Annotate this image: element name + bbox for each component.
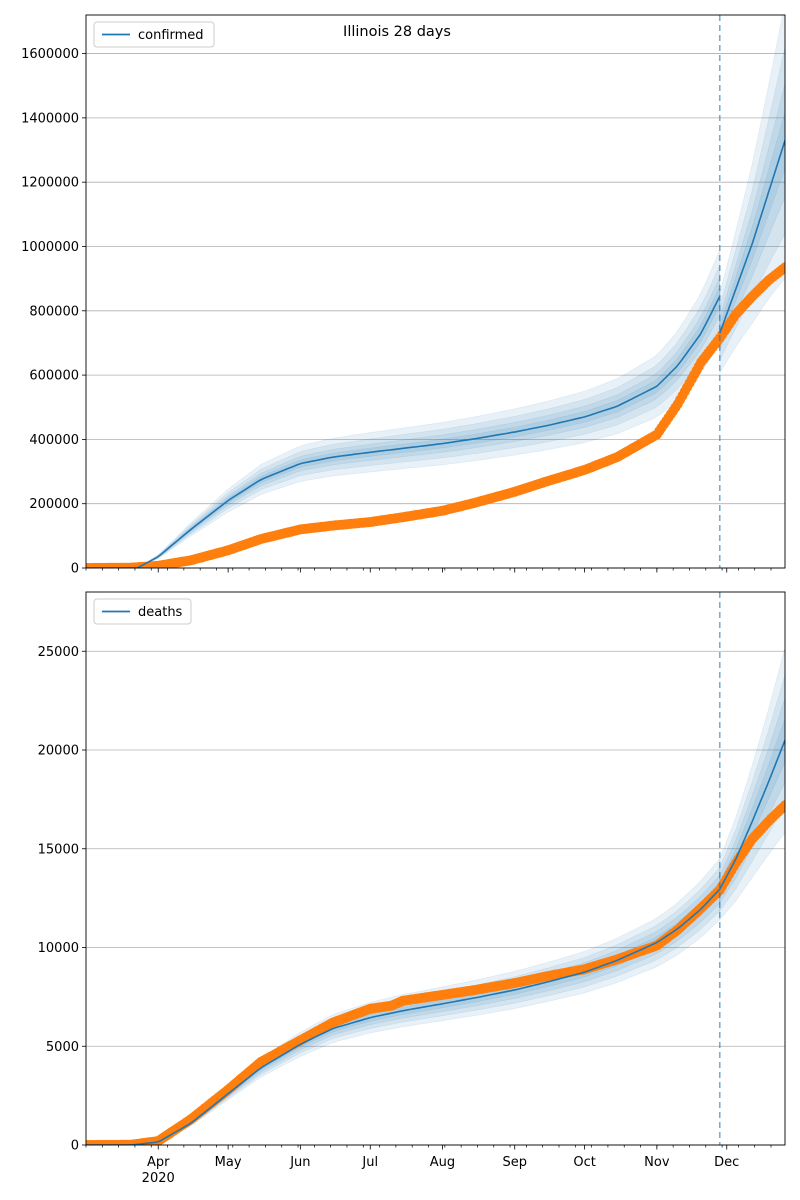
legend-label: deaths	[138, 605, 183, 620]
legend: confirmed	[93, 21, 215, 48]
x-tick-label: Sep	[502, 1155, 527, 1170]
model-fit-line	[136, 295, 721, 568]
x-tick-label: Oct	[573, 1155, 595, 1170]
y-tick-label: 600000	[29, 369, 79, 384]
y-tick-label: 5000	[46, 1040, 79, 1055]
forecast-uncertainty-band	[719, 647, 785, 921]
y-tick-label: 10000	[38, 941, 79, 956]
x-tick-label: Nov	[644, 1155, 670, 1170]
y-tick-label: 1400000	[21, 111, 79, 126]
axes-frame	[85, 14, 786, 569]
forecast-uncertainty-band	[719, 111, 785, 342]
x-tick-label: Dec	[714, 1155, 739, 1170]
legend-box	[93, 598, 192, 625]
x-tick-label: Jun	[289, 1155, 310, 1170]
y-tick-label: 1600000	[21, 47, 79, 62]
forecast-uncertainty-band	[719, 83, 785, 350]
y-tick-label: 800000	[29, 304, 79, 319]
model-fit-line	[130, 888, 721, 1145]
x-tick-label: Aug	[430, 1155, 455, 1170]
x-tick-label: May	[215, 1155, 242, 1170]
deaths-panel: 0 5000 10000 15000 20000 25000 Apr May Jun Jul Aug…	[38, 591, 786, 1186]
y-tick-label: 200000	[29, 497, 79, 512]
axes-frame	[85, 591, 786, 1146]
observed-point	[780, 262, 785, 273]
legend: deaths	[93, 598, 192, 625]
x-tick-label: Jul	[361, 1155, 378, 1170]
y-tick-label: 20000	[38, 744, 79, 759]
observed-series	[86, 262, 785, 568]
y-tick-label: 25000	[38, 645, 79, 660]
forecast-uncertainty-band	[719, 674, 785, 912]
observed-point	[780, 800, 785, 811]
forecast-uncertainty-band	[719, 697, 785, 905]
y-tick-label: 0	[71, 1139, 79, 1154]
forecast-line	[719, 140, 785, 334]
y-tick-label: 400000	[29, 433, 79, 448]
forecast-line	[719, 739, 785, 890]
y-tick-label: 0	[71, 562, 79, 577]
forecast-uncertainty-band	[719, 46, 785, 361]
y-tick-label: 15000	[38, 842, 79, 857]
x-year-label: 2020	[142, 1171, 175, 1186]
legend-box	[93, 21, 215, 48]
confirmed-panel: 0 200000 400000 600000 800000 1000000 1200000 1…	[21, 14, 786, 577]
y-tick-label: 1200000	[21, 176, 79, 191]
x-tick-label: Apr	[147, 1155, 170, 1170]
y-tick-label: 1000000	[21, 240, 79, 255]
legend-label: confirmed	[138, 28, 204, 43]
figure-title: Illinois 28 days	[343, 24, 451, 40]
